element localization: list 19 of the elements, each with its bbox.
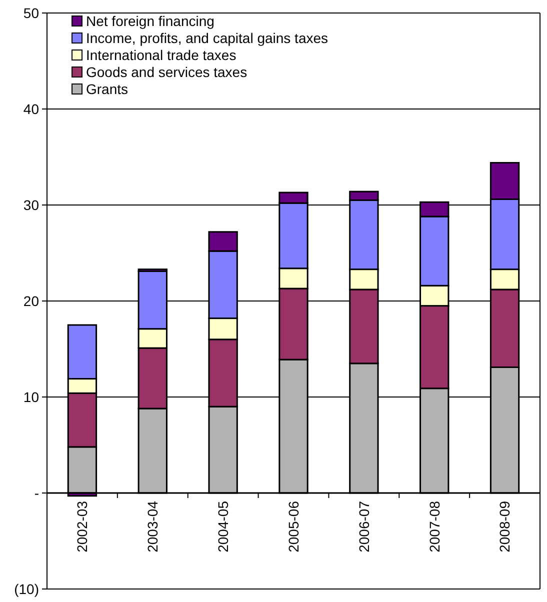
y-tick-label: 10 (23, 388, 40, 405)
y-tick-label: 40 (23, 100, 40, 117)
legend-label: International trade taxes (86, 46, 236, 63)
y-tick-label: 30 (23, 196, 40, 213)
y-tick-label: 20 (23, 292, 40, 309)
y-tick-label: - (34, 484, 40, 501)
x-tick-label: 2008-09 (496, 500, 513, 552)
x-tick-label: 2004-05 (214, 500, 231, 552)
x-tick-label: 2007-08 (426, 500, 442, 552)
x-tick-label: 2002-03 (74, 500, 90, 552)
y-tick-label: 50 (23, 4, 40, 21)
x-tick-label: 2005-06 (285, 500, 302, 552)
legend-label: Net foreign financing (86, 12, 214, 29)
y-tick-label: (10) (14, 580, 39, 597)
x-tick-label: 2003-04 (144, 500, 161, 552)
x-tick-label: 2006-07 (356, 500, 372, 552)
legend-label: Grants (86, 80, 128, 97)
legend-label: Income, profits, and capital gains taxes (86, 30, 328, 46)
legend-label: Goods and services taxes (86, 64, 248, 80)
